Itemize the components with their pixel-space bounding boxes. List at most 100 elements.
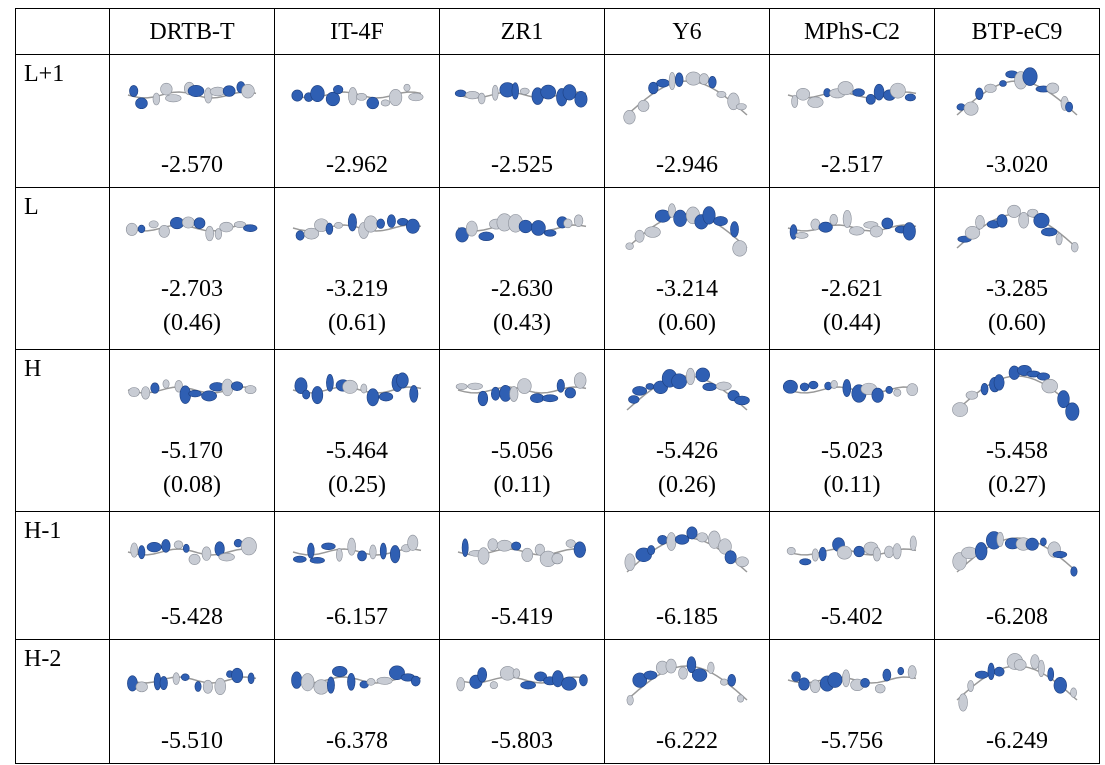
- orbital-lobe: [849, 227, 864, 236]
- orbital-lobe: [1070, 688, 1076, 698]
- orbital-lobe: [387, 215, 395, 228]
- row-header: L+1: [15, 55, 110, 188]
- orbital-lobe: [696, 368, 710, 382]
- orbital-lobe: [492, 85, 498, 100]
- orbital-lobe: [961, 547, 977, 559]
- orbital-lobe: [831, 380, 838, 388]
- orbital-lobe: [311, 85, 325, 101]
- orbital-lobe: [638, 100, 649, 111]
- orbital-lobe: [348, 87, 357, 104]
- orbital-lobe: [708, 662, 715, 673]
- row-header: H: [15, 350, 110, 512]
- orbital-lobe: [380, 543, 386, 559]
- orbital-lobe: [842, 670, 849, 687]
- weight-value: (0.11): [440, 472, 604, 499]
- orbital-lobe: [552, 553, 563, 564]
- energy-value: -3.285: [935, 276, 1099, 303]
- orbital-cell: -5.419: [440, 512, 605, 640]
- orbital-lobe: [333, 85, 343, 94]
- energy-value: -6.378: [275, 728, 439, 755]
- orbital-lobe: [348, 214, 356, 231]
- orbital-lobe: [411, 676, 420, 686]
- orbital-lobe: [194, 218, 205, 229]
- orbital-lobe: [465, 91, 479, 99]
- weight-value: (0.60): [935, 310, 1099, 337]
- orbital-lobe: [466, 221, 477, 236]
- orbital-lobe: [478, 93, 485, 104]
- orbital-lobe: [141, 387, 149, 400]
- orbital-lobe: [129, 85, 137, 96]
- orbital-lobe: [462, 539, 468, 557]
- orbital-lobe: [334, 222, 342, 228]
- row-header: H-1: [15, 512, 110, 640]
- orbital-lobe: [875, 684, 885, 693]
- orbital-lobe: [800, 383, 809, 391]
- orbital-lobe: [966, 391, 978, 399]
- column-header: MPhS-C2: [770, 8, 935, 55]
- energy-value: -2.946: [605, 152, 769, 179]
- weight-value: (0.44): [770, 310, 934, 337]
- energy-value: -2.621: [770, 276, 934, 303]
- row-label: H-2: [24, 646, 109, 673]
- orbital-image: [782, 520, 922, 590]
- orbital-lobe: [819, 222, 833, 232]
- orbital-lobe: [1034, 213, 1049, 228]
- orbital-cell: -5.458(0.27): [935, 350, 1100, 512]
- orbital-lobe: [223, 86, 235, 97]
- orbital-lobe: [1040, 538, 1046, 546]
- orbital-lobe: [243, 225, 257, 232]
- orbital-lobe: [409, 93, 423, 101]
- orbital-lobe: [566, 540, 575, 548]
- energy-value: -5.756: [770, 728, 934, 755]
- orbital-lobe: [293, 556, 306, 562]
- orbital-lobe: [522, 548, 533, 561]
- orbital-lobe: [357, 551, 366, 561]
- orbital-lobe: [981, 383, 988, 395]
- orbital-cell: -6.378: [275, 640, 440, 764]
- orbital-lobe: [648, 545, 655, 554]
- orbital-lobe: [873, 547, 880, 561]
- orbital-lobe: [126, 223, 137, 235]
- orbital-lobe: [510, 386, 518, 401]
- energy-value: -3.020: [935, 152, 1099, 179]
- orbital-lobe: [735, 396, 750, 405]
- orbital-lobe: [686, 72, 701, 85]
- orbital-lobe: [165, 94, 181, 101]
- orbital-lobe: [783, 380, 797, 393]
- orbital-lobe: [890, 83, 905, 98]
- orbital-image: [617, 648, 757, 718]
- orbital-lobe: [884, 546, 893, 558]
- orbital-lobe: [241, 538, 256, 555]
- orbital-lobe: [800, 559, 811, 565]
- orbital-lobe: [1054, 677, 1067, 693]
- orbital-lobe: [202, 547, 211, 561]
- orbital-lobe: [497, 540, 512, 551]
- orbital-lobe: [160, 676, 168, 689]
- orbital-lobe: [898, 667, 904, 675]
- orbital-lobe: [905, 94, 915, 101]
- energy-value: -2.525: [440, 152, 604, 179]
- orbital-lobe: [219, 553, 235, 561]
- orbital-lobe: [736, 557, 748, 567]
- energy-value: -5.510: [110, 728, 274, 755]
- orbital-cell: -5.402: [770, 512, 935, 640]
- page: {"table": { "columns": ["DRTB-T", "IT-4F…: [0, 0, 1105, 765]
- orbital-lobe: [136, 682, 148, 692]
- weight-value: (0.08): [110, 472, 274, 499]
- row-label: L+1: [24, 61, 109, 88]
- orbital-lobe: [478, 548, 489, 565]
- energy-value: -5.803: [440, 728, 604, 755]
- orbital-lobe: [245, 385, 256, 393]
- orbital-cell: -6.185: [605, 512, 770, 640]
- row-label: H-1: [24, 518, 109, 545]
- orbital-lobe: [658, 535, 668, 544]
- orbital-lobe: [491, 387, 500, 400]
- orbital-lobe: [314, 680, 329, 695]
- orbital-lobe: [1038, 660, 1044, 677]
- orbital-lobe: [544, 230, 556, 237]
- orbital-lobe: [975, 215, 984, 229]
- orbital-lobe: [795, 232, 808, 238]
- orbital-lobe: [714, 216, 728, 225]
- orbital-lobe: [679, 667, 688, 679]
- orbital-lobe: [574, 373, 586, 389]
